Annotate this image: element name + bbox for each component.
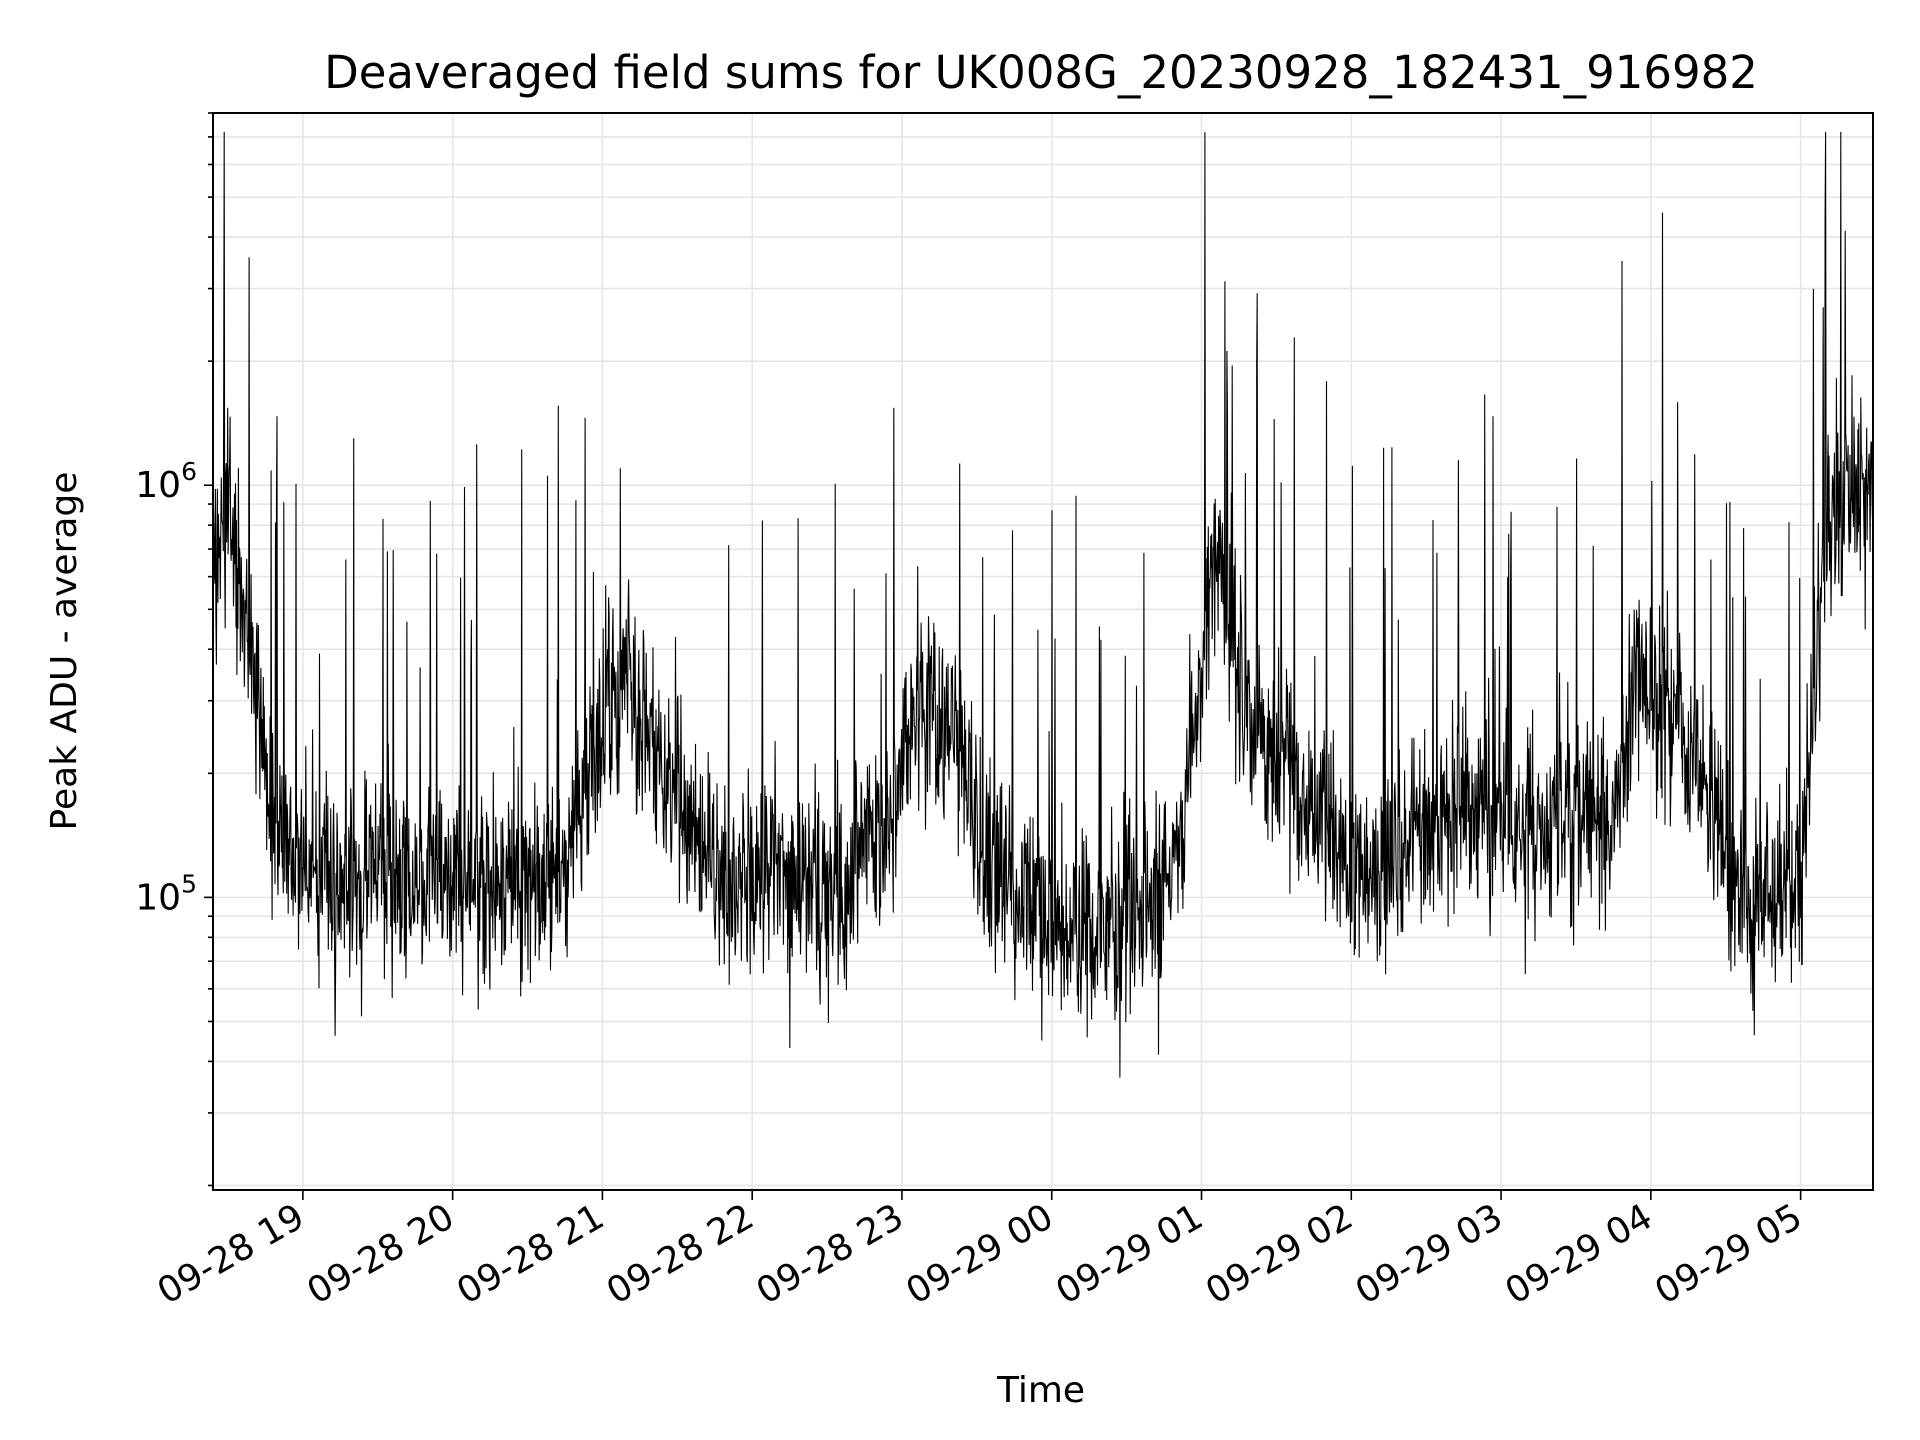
ticks — [204, 112, 1802, 1200]
y-tick-label: 106 — [135, 457, 197, 506]
y-axis-label: Peak ADU - average — [44, 472, 85, 831]
series-layer — [212, 131, 1874, 1078]
series-line — [212, 131, 1874, 1078]
x-axis-label: Time — [996, 1370, 1085, 1411]
y-tick-label: 105 — [135, 869, 197, 918]
plot-frame — [212, 112, 1874, 1191]
y-tick-labels: 105 106 — [135, 457, 197, 918]
chart-title: Deaveraged field sums for UK008G_2023092… — [324, 46, 1758, 99]
grid — [213, 112, 1873, 1190]
